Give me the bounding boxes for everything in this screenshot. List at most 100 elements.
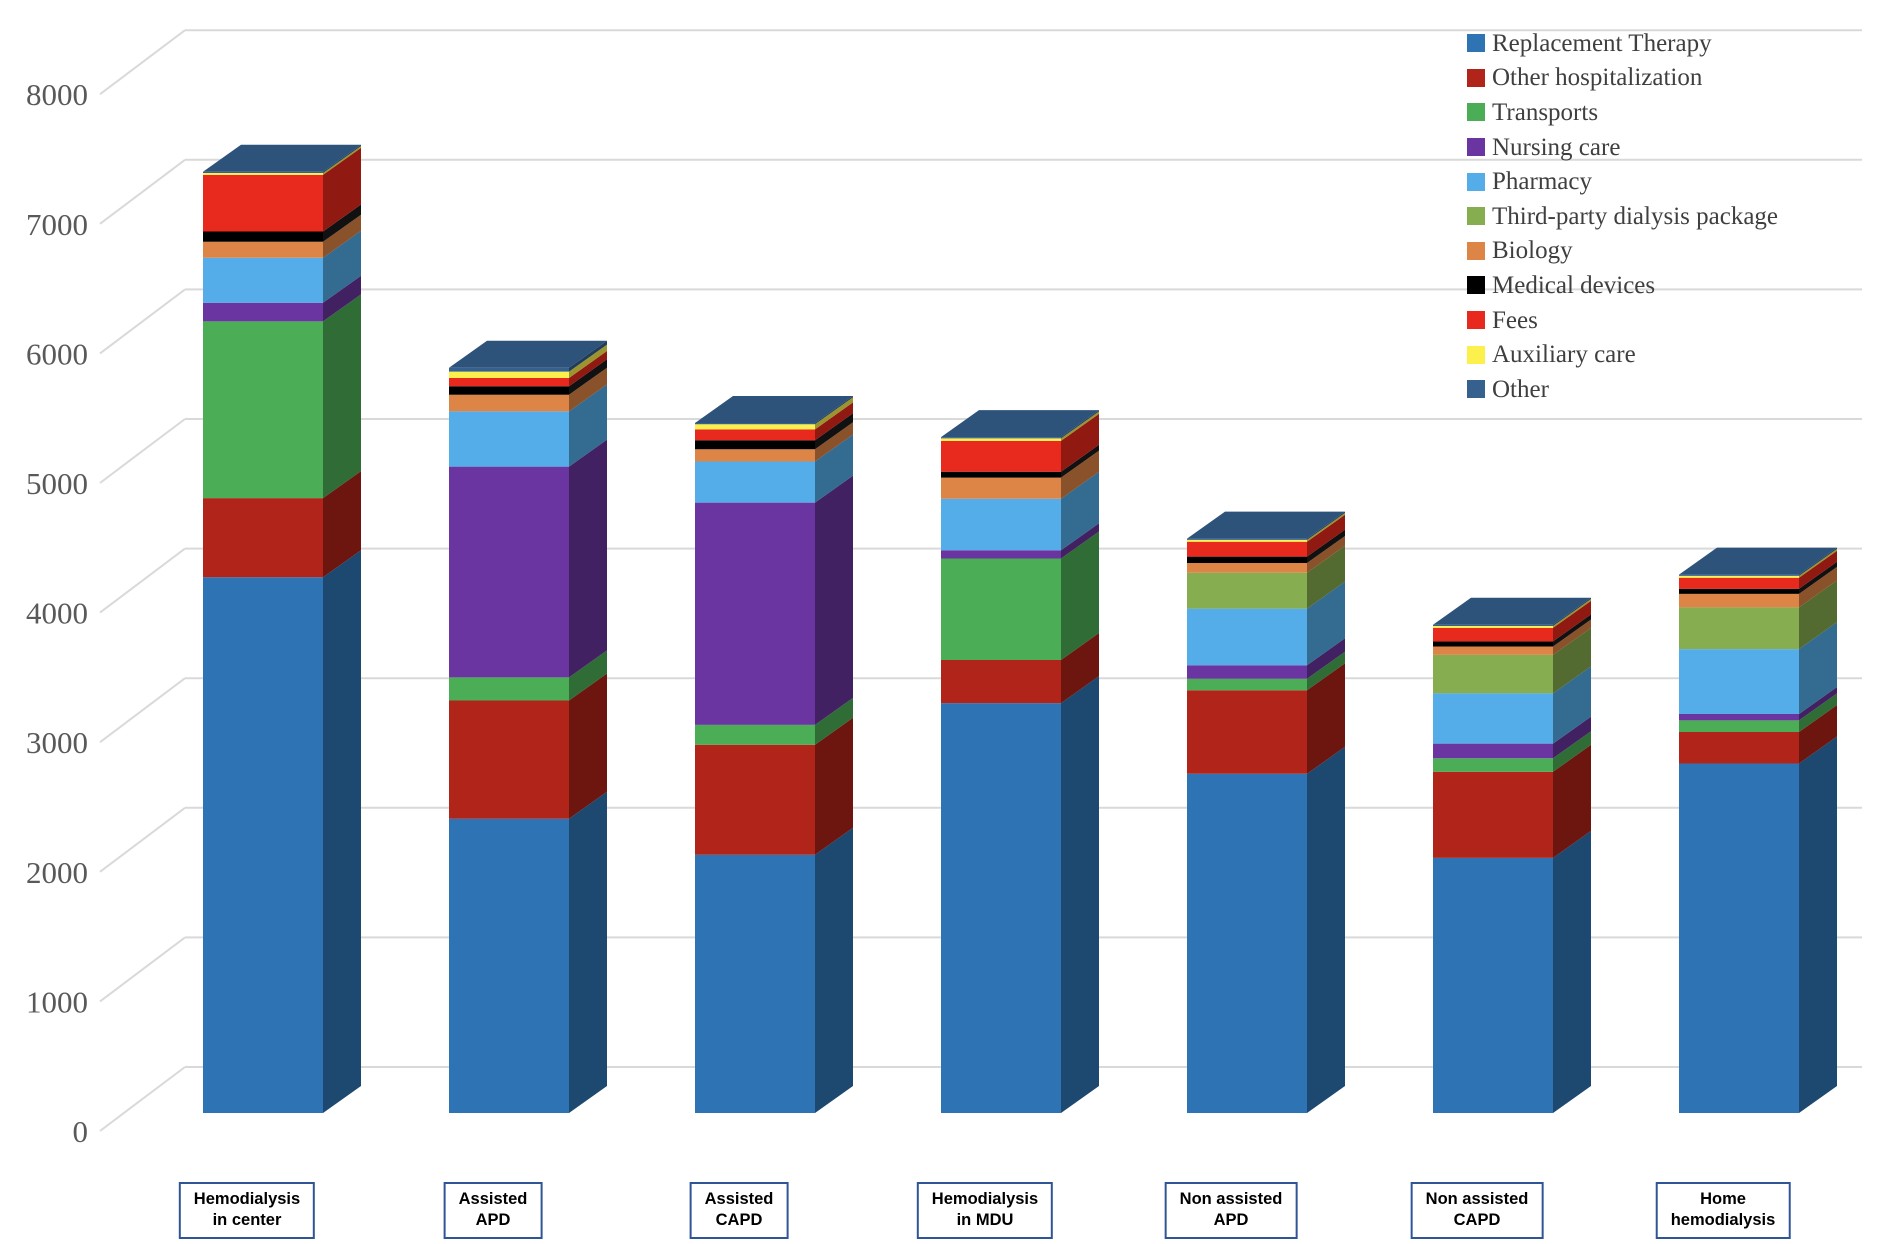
y-axis-tick-label: 7000 bbox=[26, 207, 88, 242]
bar-segment-front bbox=[1433, 626, 1553, 628]
bar-segment-front bbox=[695, 724, 815, 745]
bar-segment-front bbox=[1187, 556, 1307, 563]
bar-segment-side bbox=[323, 275, 361, 322]
bar-segment-side bbox=[815, 717, 853, 855]
bar-segment-front bbox=[941, 440, 1061, 472]
category-label-line: CAPD bbox=[1453, 1211, 1501, 1230]
bar-segment-side bbox=[1061, 411, 1099, 441]
bar-segment-side bbox=[323, 214, 361, 258]
bar-segment-side bbox=[1799, 705, 1837, 764]
bar-top-face bbox=[695, 396, 853, 423]
bar-segment-front bbox=[941, 558, 1061, 660]
legend-item: Other bbox=[1467, 372, 1778, 407]
gridline bbox=[99, 547, 186, 614]
bar-segment-front bbox=[449, 818, 569, 1113]
bar-segment-front bbox=[1679, 593, 1799, 608]
bar-segment-side bbox=[1799, 548, 1837, 578]
bar-segment-side bbox=[569, 439, 607, 678]
bar-segment-side bbox=[1307, 746, 1345, 1113]
category-label-line: Non assisted bbox=[1179, 1190, 1283, 1208]
bar-segment-side bbox=[1553, 599, 1591, 628]
legend-swatch-icon bbox=[1467, 276, 1485, 295]
bar-segment-side bbox=[1061, 633, 1099, 704]
category-label-box: Hemodialysis in MDU bbox=[916, 1182, 1054, 1239]
bar-segment-front bbox=[1187, 608, 1307, 666]
category-label-line: Non assisted bbox=[1425, 1190, 1529, 1208]
bar-segment-front bbox=[1187, 539, 1307, 542]
bar-segment-side bbox=[1553, 830, 1591, 1113]
category-label-line: Home bbox=[1700, 1190, 1746, 1208]
category-label-line: in center bbox=[212, 1211, 282, 1230]
category-label-line: Hemodialysis bbox=[193, 1190, 301, 1208]
legend-swatch-icon bbox=[1467, 103, 1485, 122]
category-label-box: Assisted APD bbox=[443, 1182, 543, 1239]
bar-segment-front bbox=[449, 411, 569, 467]
bar-segment-front bbox=[203, 257, 323, 303]
bar-segment-side bbox=[1799, 561, 1837, 594]
legend-item: Transports bbox=[1467, 95, 1778, 130]
bar-segment-front bbox=[1433, 771, 1553, 858]
bar-segment-front bbox=[1187, 665, 1307, 679]
legend-item: Biology bbox=[1467, 234, 1778, 269]
legend-label: Third-party dialysis package bbox=[1492, 202, 1779, 230]
bar-segment-side bbox=[569, 351, 607, 387]
bar-segment-front bbox=[1433, 758, 1553, 772]
legend-swatch-icon bbox=[1467, 172, 1485, 191]
bar-segment-side bbox=[1799, 687, 1837, 721]
gridline bbox=[99, 936, 186, 1003]
gridline bbox=[99, 288, 186, 355]
bar-segment-front bbox=[1433, 646, 1553, 655]
bar-segment-side bbox=[1061, 471, 1099, 551]
bar-segment-side bbox=[569, 344, 607, 378]
bar-segment-side bbox=[1799, 550, 1837, 589]
legend-item: Third-party dialysis package bbox=[1467, 199, 1778, 234]
bar-segment-front bbox=[203, 231, 323, 242]
bar-segment-side bbox=[1553, 731, 1591, 772]
bar-segment-side bbox=[1307, 545, 1345, 609]
category-label-box: Hemodialysis in center bbox=[178, 1182, 316, 1239]
bar-segment-front bbox=[1679, 732, 1799, 764]
legend-label: Fees bbox=[1492, 306, 1538, 334]
category-label-box: Assisted CAPD bbox=[689, 1182, 789, 1239]
legend-label: Replacement Therapy bbox=[1492, 29, 1712, 57]
bar-segment-side bbox=[569, 359, 607, 395]
bar-segment-front bbox=[941, 660, 1061, 704]
bar-segment-front bbox=[695, 449, 815, 462]
bar-segment-front bbox=[449, 367, 569, 372]
legend-label: Pharmacy bbox=[1492, 168, 1592, 196]
bar-segment-front bbox=[1679, 607, 1799, 650]
bar-segment-side bbox=[1799, 736, 1837, 1113]
bar-segment-front bbox=[695, 423, 815, 425]
bar-segment-side bbox=[1553, 597, 1591, 626]
bar-segment-front bbox=[203, 302, 323, 322]
y-axis-tick-label: 6000 bbox=[26, 336, 88, 371]
bar-segment-side bbox=[1307, 529, 1345, 563]
y-axis-tick-label: 5000 bbox=[26, 466, 88, 501]
bar-segment-front bbox=[941, 471, 1061, 478]
gridline bbox=[99, 1066, 186, 1132]
bar-segment-side bbox=[1307, 511, 1345, 540]
bar-segment-side bbox=[1061, 444, 1099, 478]
category-label-line: CAPD bbox=[715, 1211, 763, 1230]
category-label-box: Non assisted APD bbox=[1164, 1182, 1298, 1239]
legend-item: Pharmacy bbox=[1467, 164, 1778, 199]
y-axis-tick-label: 3000 bbox=[26, 725, 88, 760]
bar-segment-front bbox=[695, 854, 815, 1113]
legend-item: Medical devices bbox=[1467, 268, 1778, 303]
bar-segment-side bbox=[323, 550, 361, 1113]
bar-segment-side bbox=[569, 384, 607, 467]
bar-segment-front bbox=[203, 577, 323, 1113]
bar-segment-front bbox=[1433, 654, 1553, 694]
bar-segment-front bbox=[449, 677, 569, 701]
bar-segment-side bbox=[1061, 531, 1099, 660]
gridline bbox=[99, 677, 186, 743]
bar-segment-front bbox=[695, 744, 815, 855]
category-label-box: Home hemodialysis bbox=[1655, 1182, 1791, 1239]
bar-segment-front bbox=[1187, 572, 1307, 609]
bar-segment-front bbox=[1679, 577, 1799, 589]
bar-segment-front bbox=[941, 438, 1061, 441]
bar-segment-side bbox=[323, 204, 361, 242]
bar-segment-front bbox=[203, 173, 323, 175]
